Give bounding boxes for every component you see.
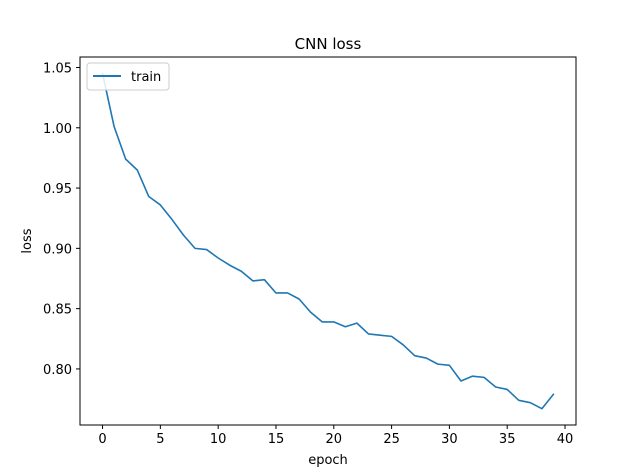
y-tick-label: 1.00 (43, 122, 72, 137)
y-axis-ticks: 0.80 0.85 0.90 0.95 1.00 1.05 (43, 61, 80, 378)
series-layer (101, 72, 555, 410)
y-tick-label: 0.80 (43, 363, 72, 378)
x-tick-label: 35 (499, 432, 516, 447)
x-tick-label: 40 (557, 432, 574, 447)
x-tick-label: 5 (156, 432, 164, 447)
legend: train (86, 62, 170, 91)
x-tick-label: 20 (326, 432, 343, 447)
x-tick-label: 10 (210, 432, 227, 447)
y-tick-label: 0.90 (43, 242, 72, 257)
series-line-train (101, 72, 555, 410)
legend-label-train: train (131, 70, 161, 85)
x-axis-ticks: 0 5 10 15 20 25 30 35 40 (98, 425, 573, 447)
x-tick-label: 25 (383, 432, 400, 447)
x-tick-label: 15 (268, 432, 285, 447)
y-tick-label: 1.05 (43, 61, 72, 76)
legend-box (86, 62, 170, 91)
x-tick-label: 0 (98, 432, 106, 447)
y-tick-label: 0.85 (43, 303, 72, 318)
chart-title: CNN loss (295, 35, 362, 53)
x-tick-label: 30 (441, 432, 458, 447)
y-axis-label: loss (20, 228, 35, 253)
y-tick-label: 0.95 (43, 182, 72, 197)
x-axis-label: epoch (308, 453, 348, 468)
plot-frame (79, 56, 577, 426)
